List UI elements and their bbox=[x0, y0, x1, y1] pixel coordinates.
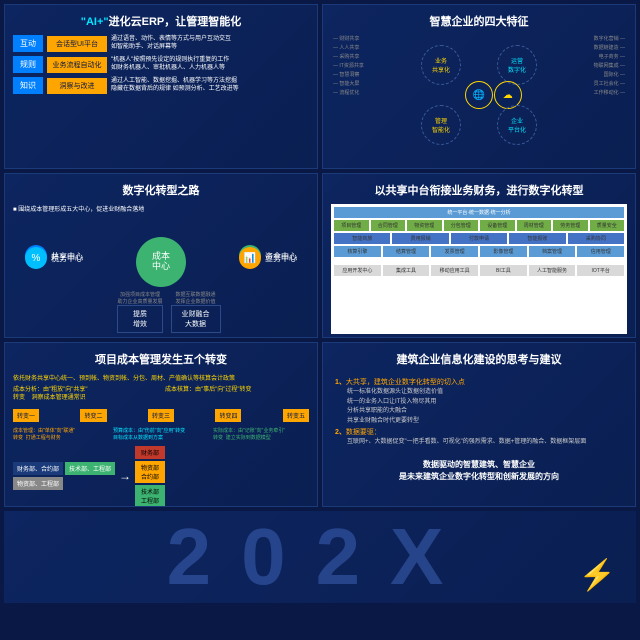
arch-cell: 智能报账 bbox=[509, 233, 565, 244]
side-label: 电子商务 — bbox=[594, 53, 625, 62]
side-label: 国际化 — bbox=[594, 71, 625, 80]
circuit-icon: ⚡ bbox=[579, 558, 616, 593]
arch-cell: 付款申请 bbox=[451, 233, 507, 244]
tag: 规则 bbox=[13, 56, 43, 73]
arch-cell: 合同管理 bbox=[371, 220, 406, 231]
slide4-title: 以共享中台衔接业务财务，进行数字化转型 bbox=[331, 182, 627, 198]
slide-suggestions: 建筑企业信息化建设的思考与建议 1、大共享，建筑企业数字化转型的切入点统一标准化… bbox=[322, 342, 636, 507]
point: 1、大共享，建筑企业数字化转型的切入点统一标准化数据源头让数据创造价值 统一的业… bbox=[335, 377, 623, 427]
feature-node: 业务共享化 bbox=[421, 45, 461, 85]
arch-cell: 集成工具 bbox=[383, 265, 430, 276]
arch-cell: 劳务管理 bbox=[553, 220, 588, 231]
slide1-title: "AI+"进化云ERP，让管理智能化 bbox=[13, 13, 309, 29]
flow-step: 转变一 bbox=[13, 409, 39, 422]
bottom-block: 数据互联数据融通 发挥企业数据价值业财融合 大数据 bbox=[171, 291, 221, 333]
tag: 知识 bbox=[13, 77, 43, 94]
slide-ai-erp: "AI+"进化云ERP，让管理智能化 互动会话型UI平台通过语音、动作、表情等方… bbox=[4, 4, 318, 169]
arch-cell: 影像管理 bbox=[480, 246, 527, 257]
cost-center: 成本 中心 bbox=[136, 237, 186, 287]
arch-cell: 周材管理 bbox=[517, 220, 552, 231]
arrow-icon: → bbox=[119, 469, 131, 483]
slide-four-features: 智慧企业的四大特征 🌐 ☁ 业务共享化运营数字化管理智能化企业平台化 — 财财共… bbox=[322, 4, 636, 169]
dept-box: 技术部 工程部 bbox=[135, 485, 165, 507]
arch-cell: 人工智能服务 bbox=[529, 265, 576, 276]
arch-cell: 分包管理 bbox=[444, 220, 479, 231]
arch-cell: 核算引擎 bbox=[334, 246, 381, 257]
side-label: — 智慧洞察 bbox=[333, 71, 364, 80]
node-icon: 📊 bbox=[239, 247, 261, 269]
desc: 通过人工智能、数据挖掘、机器学习等方法挖掘隐藏在数据背后的规律 如预测分析、工艺… bbox=[111, 78, 309, 94]
slide6-title: 建筑企业信息化建设的思考与建议 bbox=[331, 351, 627, 367]
side-label: 数据链建造 — bbox=[594, 44, 625, 53]
feature-node: 企业平台化 bbox=[497, 105, 537, 145]
desc: 通过语音、动作、表情等方式与用户互动交互如智能助手、对话屏幕等 bbox=[111, 36, 309, 52]
center-node: %税务中心 bbox=[25, 247, 83, 269]
arch-cell: 档案管理 bbox=[529, 246, 576, 257]
arch-cell: 结算管理 bbox=[383, 246, 430, 257]
dept-box: 物资部、工程部 bbox=[13, 477, 63, 490]
globe-icon: 🌐 bbox=[465, 81, 493, 109]
erp-row: 知识洞察与改进通过人工智能、数据挖掘、机器学习等方法挖掘隐藏在数据背后的规律 如… bbox=[13, 77, 309, 94]
feature-node: 管理智能化 bbox=[421, 105, 461, 145]
side-label: — 智能大屏 bbox=[333, 80, 364, 89]
side-label: 员工社会化 — bbox=[594, 80, 625, 89]
arch-cell: 物资管理 bbox=[407, 220, 442, 231]
slide6-footer: 数据驱动的智慧建筑、智慧企业 是未来建筑企业数字化转型和创新发展的方向 bbox=[331, 459, 627, 483]
venn-diagram: 🌐 ☁ 业务共享化运营数字化管理智能化企业平台化 — 财财共享— 人人共享— 采… bbox=[331, 35, 627, 155]
node-icon: % bbox=[25, 247, 47, 269]
slide2-title: 智慧企业的四大特征 bbox=[331, 13, 627, 29]
desc: "机器人"按照预先设定的规则执行重复的工作如财务机器人、审批机器人、人力机器人等 bbox=[111, 57, 309, 73]
architecture-diagram: 统一平台·统一数据·统一分析 项目管理合同管理物资管理分包管理设备管理周材管理劳… bbox=[331, 204, 627, 334]
flow-step: 转变三 bbox=[148, 409, 174, 422]
side-label: 数字化营销 — bbox=[594, 35, 625, 44]
tag: 互动 bbox=[13, 35, 43, 52]
mid-label: 业务流程自动化 bbox=[47, 57, 107, 73]
side-label: — 财财共享 bbox=[333, 35, 364, 44]
dept-box: 财务部 bbox=[135, 446, 165, 459]
slide-shared-platform: 以共享中台衔接业务财务，进行数字化转型 统一平台·统一数据·统一分析 项目管理合… bbox=[322, 173, 636, 338]
arch-cell: 设备管理 bbox=[480, 220, 515, 231]
dept-box: 技术部、工程部 bbox=[65, 462, 115, 475]
side-label: — IT资源共享 bbox=[333, 62, 364, 71]
mid-label: 洞察与改进 bbox=[47, 78, 107, 94]
bottom-block: 加强项目成本管理 助力企业高质量发展提质 增效 bbox=[117, 291, 162, 333]
side-label: — 流程优化 bbox=[333, 89, 364, 98]
erp-row: 互动会话型UI平台通过语音、动作、表情等方式与用户互动交互如智能助手、对话屏幕等 bbox=[13, 35, 309, 52]
year-text: 202X bbox=[167, 511, 474, 603]
side-label: 工作移动化 — bbox=[594, 89, 625, 98]
arch-cell: 质量安全 bbox=[590, 220, 625, 231]
flow-step: 转变五 bbox=[283, 409, 309, 422]
side-label: 物联网集成 — bbox=[594, 62, 625, 71]
dept-box: 财务部、合约部 bbox=[13, 462, 63, 475]
side-label: — 人人共享 bbox=[333, 44, 364, 53]
mid-label: 会话型UI平台 bbox=[47, 36, 107, 52]
arch-cell: 信用管理 bbox=[577, 246, 624, 257]
arch-cell: 应用开发中心 bbox=[334, 265, 381, 276]
arch-cell: 发票管理 bbox=[431, 246, 478, 257]
arch-cell: 采购协同 bbox=[568, 233, 624, 244]
flow-step: 转变四 bbox=[215, 409, 241, 422]
slide3-subtitle: ■ 围绕成本管理形成五大中心，促进业财融合落地 bbox=[13, 204, 309, 213]
flow-step: 转变二 bbox=[80, 409, 106, 422]
slide-five-changes: 项目成本管理发生五个转变 依托财务共享中心统一、预到帐、物资到帐、分包、周材、产… bbox=[4, 342, 318, 507]
arch-cell: IOT平台 bbox=[577, 265, 624, 276]
slide5-title: 项目成本管理发生五个转变 bbox=[13, 351, 309, 367]
center-node: 📊业务中心 bbox=[239, 247, 297, 269]
arch-cell: 项目管理 bbox=[334, 220, 369, 231]
slide5-subtitle: 依托财务共享中心统一、预到帐、物资到帐、分包、周材、产值确认等核算会计政策 bbox=[13, 373, 309, 382]
slide-digital-path: 数字化转型之路 ■ 围绕成本管理形成五大中心，促进业财融合落地 成本 中心 ¥共… bbox=[4, 173, 318, 338]
point: 2、数据要驱：互联网+、大数据促变"一把手看数、可视化"的强烈需求、数据+管理的… bbox=[335, 427, 623, 448]
erp-row: 规则业务流程自动化"机器人"按照预先设定的规则执行重复的工作如财务机器人、审批机… bbox=[13, 56, 309, 73]
arch-cell: 费用报销 bbox=[392, 233, 448, 244]
footer-banner: 202X ⚡ bbox=[4, 511, 636, 603]
arch-cell: 移动应用工具 bbox=[431, 265, 478, 276]
slide3-title: 数字化转型之路 bbox=[13, 182, 309, 198]
side-label: — 采购共享 bbox=[333, 53, 364, 62]
arch-cell: BI工具 bbox=[480, 265, 527, 276]
feature-node: 运营数字化 bbox=[497, 45, 537, 85]
arch-cell: 智能商旅 bbox=[334, 233, 390, 244]
dept-box: 物资部 合约部 bbox=[135, 461, 165, 483]
